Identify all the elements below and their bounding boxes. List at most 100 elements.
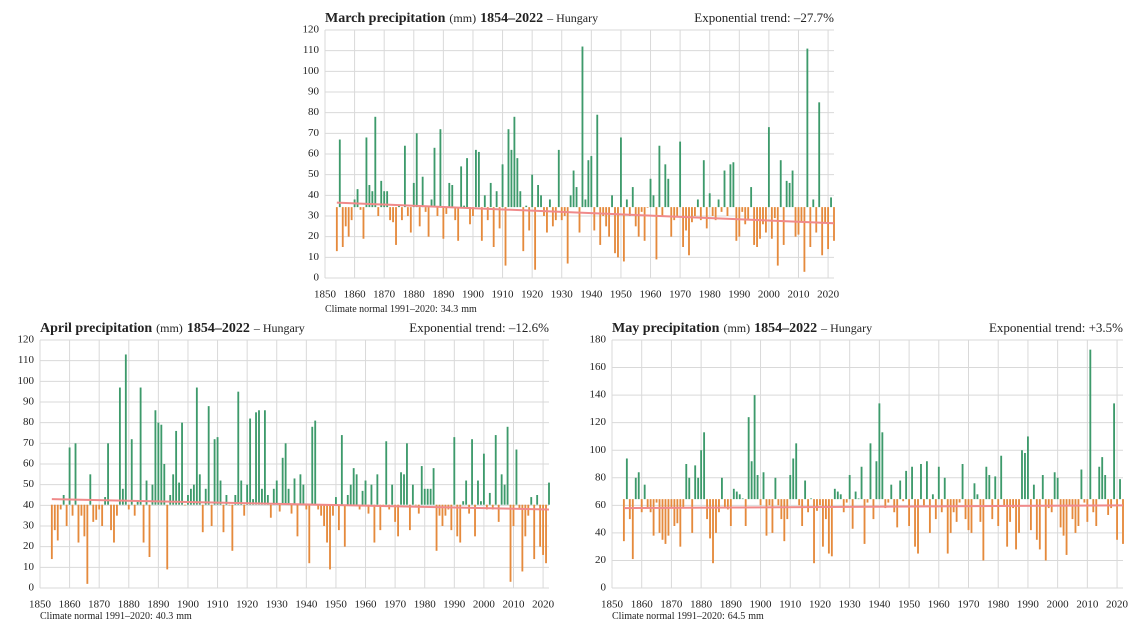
bar bbox=[1009, 499, 1012, 522]
x-tick-label: 1970 bbox=[958, 599, 981, 611]
bar bbox=[77, 504, 80, 543]
bar bbox=[804, 480, 807, 500]
bar bbox=[899, 480, 902, 500]
bar bbox=[494, 435, 497, 505]
bar bbox=[278, 504, 281, 512]
bar bbox=[1038, 499, 1041, 550]
bar bbox=[1047, 499, 1050, 509]
trend-label: Exponential trend: –12.6% bbox=[409, 320, 549, 335]
bar bbox=[937, 466, 940, 500]
bar bbox=[272, 488, 275, 505]
bar bbox=[887, 499, 890, 503]
x-tick-label: 1960 bbox=[355, 599, 378, 611]
bar bbox=[789, 475, 792, 500]
bar bbox=[845, 499, 848, 503]
bar bbox=[765, 499, 768, 536]
bar bbox=[408, 504, 411, 531]
bar bbox=[287, 488, 290, 505]
bar bbox=[726, 207, 729, 216]
chart-title: April precipitation (mm) 1854–2022– Hungar… bbox=[40, 321, 305, 336]
bar bbox=[729, 499, 732, 526]
bar bbox=[673, 207, 676, 221]
x-tick-label: 1880 bbox=[118, 599, 141, 611]
bar bbox=[655, 499, 658, 503]
bar bbox=[617, 207, 619, 258]
y-tick-label: 60 bbox=[308, 148, 320, 160]
bar bbox=[1059, 499, 1062, 528]
bar bbox=[798, 499, 801, 506]
bar bbox=[611, 195, 613, 208]
bar bbox=[925, 461, 928, 500]
bar bbox=[263, 410, 266, 505]
bar bbox=[682, 499, 685, 509]
bar bbox=[454, 207, 457, 221]
bar bbox=[715, 499, 717, 533]
bar bbox=[531, 174, 534, 208]
bar bbox=[184, 504, 186, 506]
x-tick-label: 1890 bbox=[432, 289, 455, 301]
bar bbox=[756, 475, 759, 500]
bar bbox=[776, 207, 779, 266]
normal-value: 40.3 bbox=[156, 611, 174, 622]
bar bbox=[53, 504, 56, 531]
y-tick-label: 120 bbox=[303, 24, 320, 36]
bar bbox=[213, 439, 216, 505]
bar bbox=[729, 164, 732, 208]
x-tick-label: 1890 bbox=[147, 599, 170, 611]
x-tick-label: 1940 bbox=[295, 599, 318, 611]
bar bbox=[492, 207, 495, 247]
bar bbox=[682, 207, 684, 247]
x-tick-label: 1950 bbox=[610, 289, 633, 301]
bar bbox=[121, 488, 124, 505]
bar bbox=[326, 504, 328, 543]
bar bbox=[738, 207, 741, 237]
bar bbox=[691, 499, 694, 533]
bar bbox=[625, 458, 628, 500]
x-tick-label: 2020 bbox=[532, 599, 555, 611]
y-tick-label: 10 bbox=[308, 251, 320, 263]
climate-normal-note: Climate normal 1991–2020: 34.3 mm bbox=[325, 304, 477, 315]
bar bbox=[679, 499, 682, 547]
trend-line bbox=[623, 504, 1124, 510]
bar bbox=[708, 193, 711, 208]
bar bbox=[1006, 499, 1009, 547]
bar bbox=[359, 207, 362, 210]
bar bbox=[1041, 475, 1044, 500]
bar bbox=[522, 207, 525, 252]
bar bbox=[720, 207, 723, 212]
bar bbox=[216, 437, 219, 505]
bar bbox=[166, 504, 169, 570]
bar bbox=[830, 197, 832, 208]
bar bbox=[1113, 403, 1116, 500]
x-tick-label: 1870 bbox=[88, 599, 111, 611]
y-tick-label: 90 bbox=[308, 86, 320, 98]
bar bbox=[68, 447, 71, 505]
trend-line bbox=[51, 498, 550, 511]
bar bbox=[83, 504, 86, 537]
bar bbox=[385, 441, 388, 505]
bar bbox=[750, 187, 753, 208]
bar bbox=[1089, 349, 1092, 500]
y-tick-label: 160 bbox=[590, 361, 607, 373]
bar bbox=[747, 207, 750, 221]
bar bbox=[667, 499, 670, 536]
bar bbox=[154, 410, 157, 505]
x-tick-label: 1890 bbox=[720, 599, 743, 611]
bar bbox=[420, 466, 423, 505]
bar bbox=[441, 504, 444, 526]
bar bbox=[524, 504, 527, 537]
bar bbox=[380, 180, 383, 208]
bar bbox=[317, 504, 320, 510]
bar bbox=[350, 207, 353, 221]
bar bbox=[352, 468, 355, 505]
bar bbox=[1071, 499, 1074, 520]
bar bbox=[506, 426, 509, 505]
bar bbox=[436, 207, 439, 216]
bar bbox=[878, 403, 881, 500]
bar bbox=[1119, 479, 1121, 500]
bar bbox=[824, 207, 827, 223]
bar bbox=[753, 207, 756, 245]
bar bbox=[1080, 469, 1083, 500]
y-tick-label: 20 bbox=[595, 554, 607, 566]
y-tick-label: 70 bbox=[23, 437, 35, 449]
